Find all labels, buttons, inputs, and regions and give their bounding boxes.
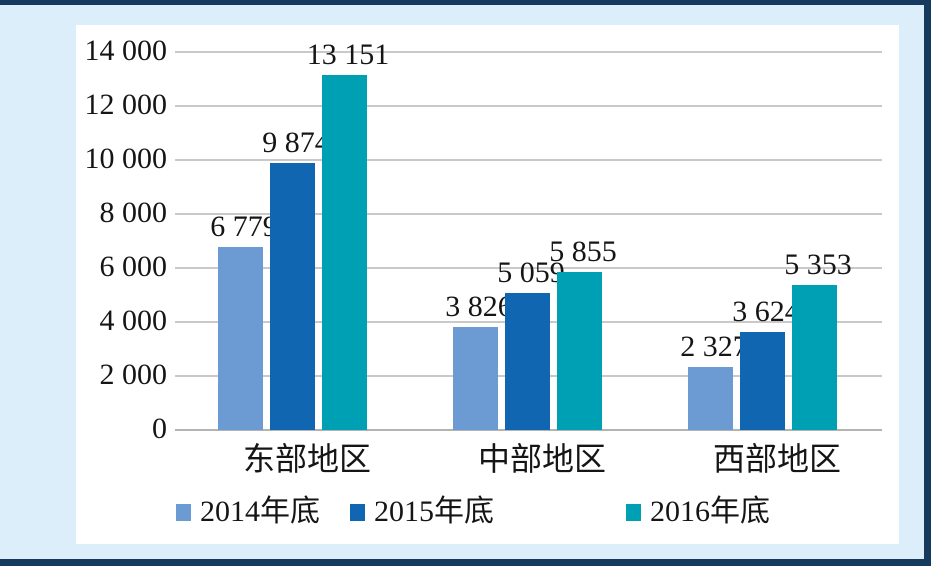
y-tick-label: 12 000 [84,88,168,121]
bar-value-label: 3 624 [732,295,800,329]
legend-label: 2016年底 [650,495,770,528]
bar-value-label: 6 779 [210,209,278,243]
gridline [175,213,882,215]
bar-series3-cat3 [791,285,837,430]
frame-border-bottom [0,559,931,566]
bar-series2-cat1 [269,163,315,430]
legend-swatch-icon [626,503,641,521]
y-tick-label: 4 000 [99,304,168,337]
bar-value-label: 2 327 [680,330,748,364]
y-tick-label: 10 000 [84,142,168,175]
x-category-label: 中部地区 [477,441,606,477]
legend-swatch-icon [350,503,365,521]
gridline [175,267,882,269]
bar-value-label: 5 059 [497,256,565,290]
legend-item: 2015年底 [350,495,494,529]
bar-value-label: 5 855 [549,234,617,268]
y-tick-label: 6 000 [99,250,168,283]
legend-swatch-icon [176,503,191,521]
bar-series3-cat1 [321,74,367,430]
bar-value-label: 5 353 [784,248,852,282]
bar-value-label: 9 874 [262,126,330,160]
x-axis-line [175,429,882,431]
x-category-label: 西部地区 [712,441,841,477]
bar-value-label: 13 151 [306,37,390,71]
bar-series1-cat3 [687,367,733,430]
bar-series2-cat2 [504,293,550,430]
gridline [175,105,882,107]
y-tick-label: 2 000 [99,358,168,391]
legend-item: 2016年底 [626,495,770,529]
bar-value-label: 3 826 [445,289,513,323]
chart-panel [76,25,899,544]
y-tick-label: 14 000 [84,34,168,67]
bar-series1-cat1 [217,246,263,430]
bar-series2-cat3 [739,332,785,430]
frame-border-right [924,0,931,566]
legend-label: 2014年底 [200,495,320,528]
legend-label: 2015年底 [374,495,494,528]
bar-series3-cat2 [556,271,602,430]
gridline [175,51,882,53]
bar-series1-cat2 [452,326,498,430]
frame-border-top [0,0,931,5]
gridline [175,159,882,161]
y-tick-label: 0 [152,412,167,445]
x-category-label: 东部地区 [242,441,371,477]
legend-item: 2014年底 [176,495,320,529]
y-tick-label: 8 000 [99,196,168,229]
